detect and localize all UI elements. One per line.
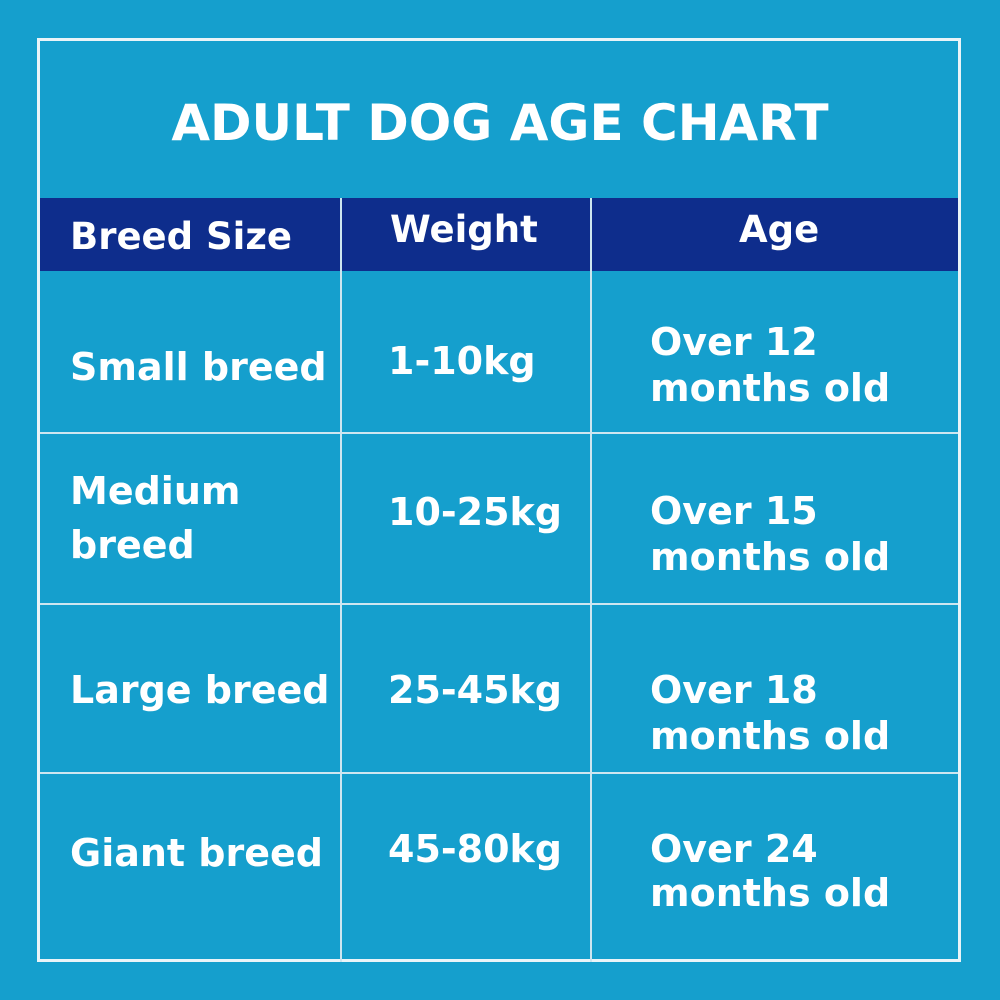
- row-2-age-line-1: Over 15: [650, 489, 818, 533]
- row-2-age-line-2: months old: [650, 535, 891, 579]
- row-divider-2: [40, 603, 958, 605]
- chart-title: ADULT DOG AGE CHART: [171, 94, 829, 152]
- column-divider-1: [340, 198, 342, 962]
- header-age: Age: [739, 208, 820, 251]
- row-3-age-line-1: Over 18: [650, 668, 818, 712]
- column-divider-2: [590, 198, 592, 962]
- table-header-row: [40, 198, 958, 271]
- row-1-breed-size: Small breed: [70, 345, 327, 389]
- chart-border: [37, 38, 961, 962]
- header-weight: Weight: [390, 208, 538, 251]
- row-3-age-line-2: months old: [650, 714, 891, 758]
- row-2-breed-size-line-1: Medium: [70, 469, 241, 513]
- row-4-age-line-1: Over 24: [650, 827, 818, 871]
- row-2-weight: 10-25kg: [388, 490, 563, 534]
- row-1-age-line-2: months old: [650, 366, 891, 410]
- row-1-age-line-1: Over 12: [650, 320, 818, 364]
- row-4-age-line-2: months old: [650, 871, 891, 915]
- header-breed-size: Breed Size: [70, 215, 292, 258]
- row-divider-1: [40, 432, 958, 434]
- row-divider-3: [40, 772, 958, 774]
- row-3-weight: 25-45kg: [388, 668, 563, 712]
- row-2-breed-size-line-2: breed: [70, 523, 195, 567]
- row-1-weight: 1-10kg: [388, 339, 536, 383]
- row-4-breed-size: Giant breed: [70, 831, 323, 875]
- row-3-breed-size: Large breed: [70, 668, 330, 712]
- row-4-weight: 45-80kg: [388, 827, 563, 871]
